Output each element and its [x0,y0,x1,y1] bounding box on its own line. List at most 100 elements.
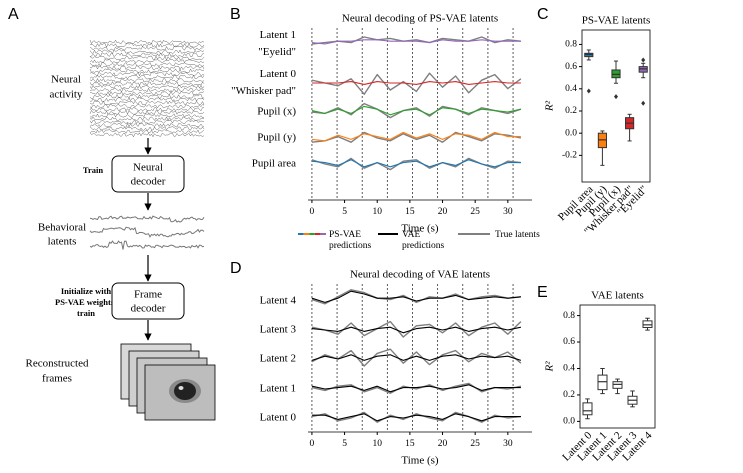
raster-trace [89,122,205,128]
x-tick-label: 30 [503,207,513,217]
x-axis-label: Time (s) [401,455,439,467]
raster-trace [89,45,205,51]
y-tick-label: 0.2 [563,390,575,400]
true-trace [311,320,522,338]
y-tick-label: 0.6 [565,62,577,72]
panel-label: B [230,6,241,23]
prediction-trace [311,384,521,393]
row-label: Latent 1 [260,383,296,395]
x-axis-label: Time (s) [401,223,439,235]
diagram-label: Reconstructed [26,358,89,370]
box [582,402,593,416]
row-label: Pupil area [252,158,296,170]
chart-title: Neural decoding of PS-VAE latents [342,13,498,25]
prediction-trace [311,354,522,361]
row-label: Latent 4 [260,295,297,307]
chart-title: Neural decoding of VAE latents [350,269,490,281]
x-tick-label: 25 [470,207,480,217]
panel-label: A [8,6,19,23]
diagram-label: frames [42,373,72,385]
true-trace [311,36,521,45]
panel-label: E [537,284,548,301]
x-tick-label: 20 [438,439,448,449]
pupil-highlight [178,386,184,390]
chart-title: VAE latents [591,290,644,302]
raster-trace [89,65,205,71]
box [612,381,623,389]
row-label: Latent 0 [260,68,297,80]
chart-title: PS-VAE latents [582,15,651,27]
true-trace [311,131,522,143]
raster-trace [89,132,205,138]
frame-decoder-box [111,282,185,320]
raster-trace [89,77,205,83]
legend-label: VAE [402,230,420,240]
true-trace [311,382,522,394]
behavioral-traces [89,215,205,250]
prediction-trace [311,39,521,45]
y-axis-label: R² [544,361,556,373]
box [597,374,608,391]
prediction-trace [311,290,521,303]
prediction-trace [311,413,521,422]
prediction-trace [311,159,521,168]
raster-trace [89,97,205,103]
raster-trace [89,68,205,74]
true-trace [311,289,521,305]
y-tick-label: 0.8 [563,311,575,321]
raster-trace [89,109,205,115]
axes-frame [581,29,651,183]
raster-trace [89,103,205,109]
diagram-label: Frame [134,289,162,301]
axes-frame [579,304,656,429]
raster-trace [89,93,205,99]
x-tick-label: 10 [372,207,382,217]
legend-label: predictions [402,241,445,251]
row-label: Latent 1 [260,29,296,41]
x-tick-label: 5 [342,439,347,449]
raster-trace [89,58,205,64]
y-axis-label: R² [544,100,556,112]
raster-trace [89,84,205,90]
diagram-label: Behavioral [38,222,86,234]
diagram-label: activity [50,89,83,101]
x-tick-label: 20 [438,207,448,217]
raster-trace [89,39,205,45]
latent-trace [89,240,205,250]
legend-label: True latents [495,230,540,240]
x-tick-label: 0 [310,439,315,449]
diagram-label: decoder [131,176,166,188]
diagram-label: train [77,308,95,318]
flier [641,100,646,106]
diagram-label: PS-VAE weights; [55,297,117,307]
diagram-label: Initialize with [61,286,112,296]
y-tick-label: 0.4 [563,364,575,374]
raster-trace [89,49,205,55]
flier [641,57,646,63]
flier [614,94,618,100]
raster-trace [89,42,205,48]
raster-trace [89,116,205,122]
diagram-label: decoder [131,303,166,315]
prediction-trace [311,326,522,334]
diagram-label: Neural [133,162,163,174]
panel-label: D [230,260,242,277]
raster-trace [89,62,205,67]
y-tick-label: 0.4 [565,84,577,94]
raster-trace [89,87,205,93]
latent-trace [89,215,205,223]
charts: Neural decoding of PS-VAE latents 0 5 10 15 2… [231,13,656,467]
y-tick-label: 0.8 [565,40,577,50]
x-tick-label: 5 [342,207,347,217]
true-trace [311,348,522,367]
row-label: Pupil (x) [257,106,296,118]
legend-label: predictions [329,241,372,251]
raster-trace [89,100,205,105]
y-tick-label: -0.2 [562,151,577,161]
raster-trace [89,52,205,58]
latent-trace [89,226,205,238]
prediction-trace [311,105,522,116]
row-label: Latent 2 [260,353,296,365]
